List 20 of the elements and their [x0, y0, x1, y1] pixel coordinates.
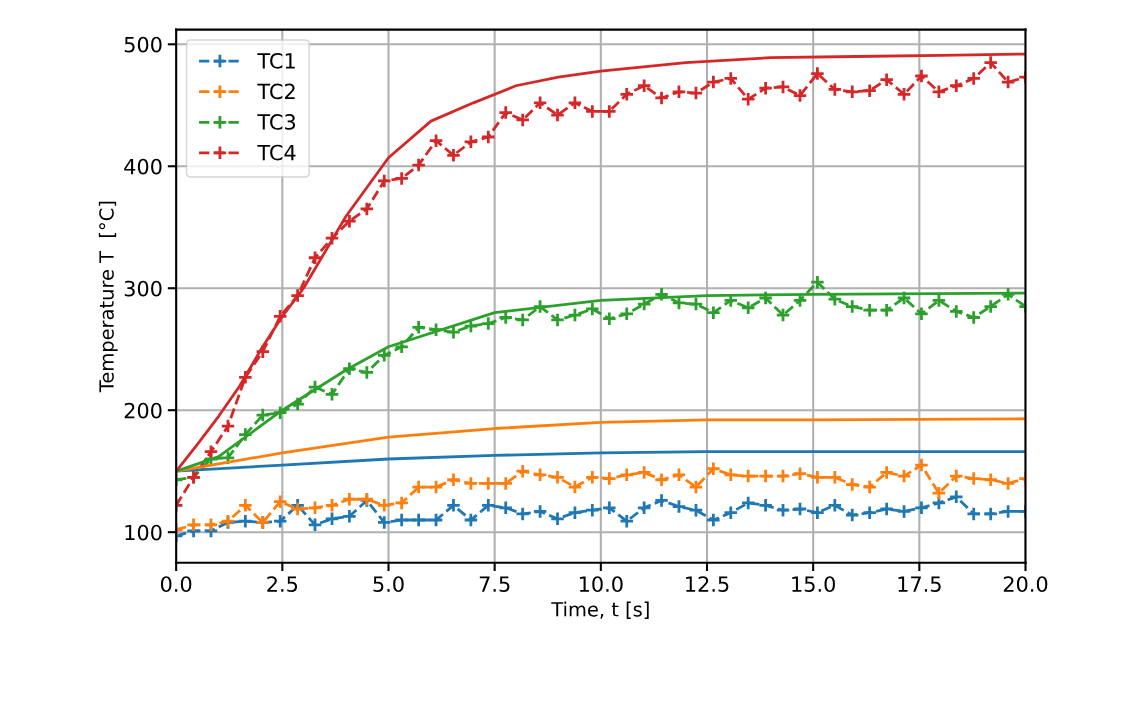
x-tick-label: 20.0	[1003, 576, 1048, 592]
y-tick-label: 500	[124, 36, 162, 53]
y-tick-label: 300	[124, 280, 162, 297]
x-tick-label: 15.0	[792, 576, 835, 592]
x-tick-label: 10.0	[579, 576, 623, 592]
x-tick-label: 7.5	[479, 576, 510, 592]
y-tick-label: 100	[125, 524, 162, 541]
x-tick-label: 0.0	[160, 576, 192, 592]
x-tick-label: 17.5	[898, 576, 941, 592]
legend-label: TC2	[257, 83, 295, 100]
y-tick-label: 200	[124, 402, 162, 419]
x-axis-title: Time, t [s]	[551, 601, 649, 619]
legend-label: TC1	[257, 52, 295, 69]
y-axis-title: Temperature T [°C]	[98, 201, 118, 393]
legend-label: TC4	[257, 144, 296, 161]
legend-label: TC3	[257, 114, 296, 130]
x-tick-label: 5.0	[373, 576, 404, 592]
x-tick-label: 2.5	[267, 576, 298, 592]
y-tick-label: 400	[124, 158, 162, 175]
x-tick-label: 12.5	[686, 576, 729, 592]
